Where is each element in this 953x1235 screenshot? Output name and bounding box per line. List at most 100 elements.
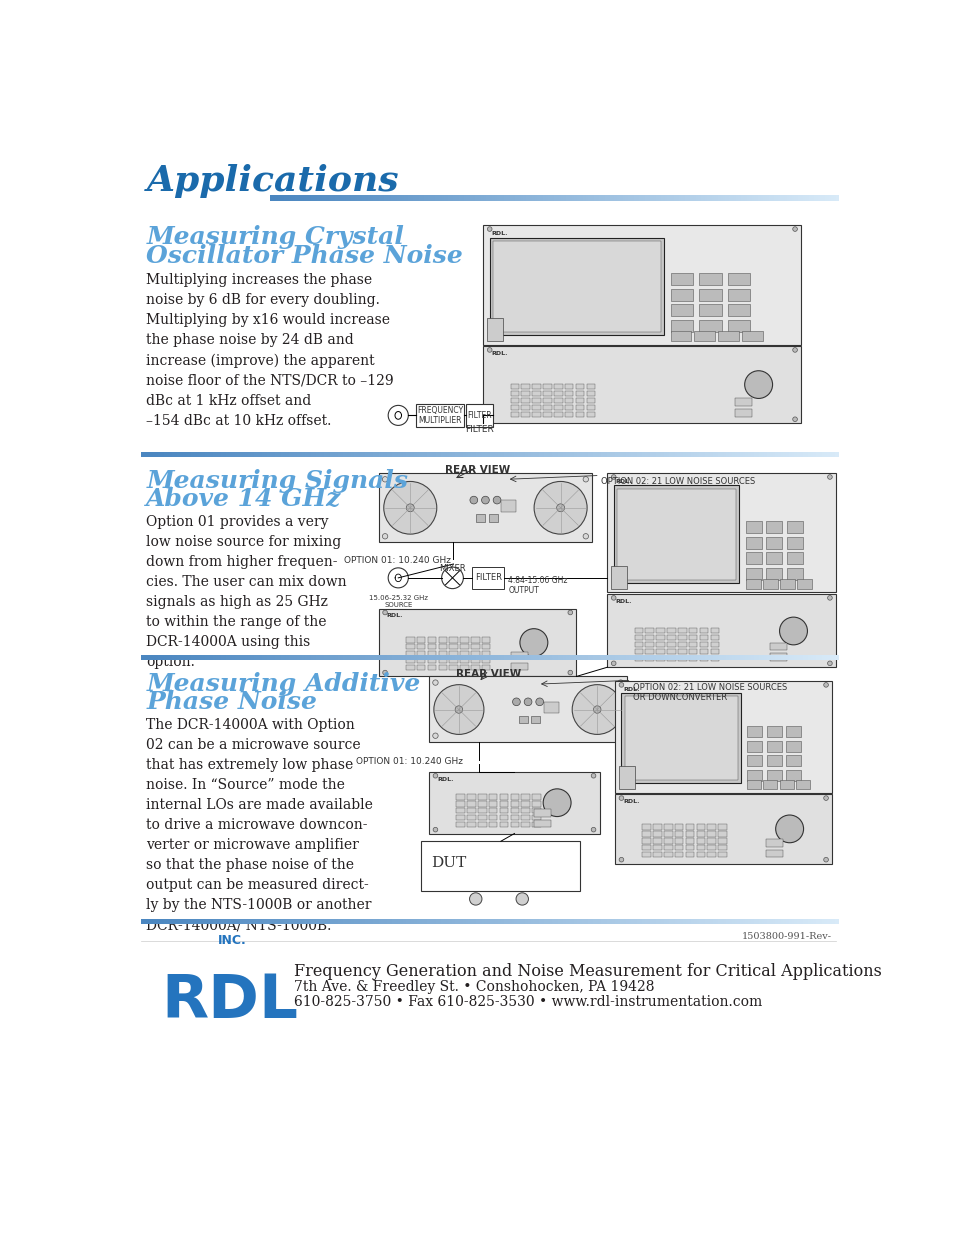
Circle shape <box>434 684 483 735</box>
Bar <box>735 399 752 406</box>
Bar <box>564 411 573 417</box>
Bar <box>471 658 479 663</box>
Bar <box>481 651 490 656</box>
Bar <box>459 664 468 671</box>
Circle shape <box>382 477 387 482</box>
Bar <box>746 781 760 789</box>
Bar <box>663 831 672 836</box>
Bar <box>674 839 682 844</box>
Text: Above 14 GHz: Above 14 GHz <box>146 487 341 511</box>
Bar <box>674 831 682 836</box>
Bar <box>427 651 436 656</box>
Bar <box>471 645 479 650</box>
Text: REAR VIEW: REAR VIEW <box>456 668 520 679</box>
Bar <box>406 651 415 656</box>
Circle shape <box>827 474 831 479</box>
Bar <box>510 794 518 799</box>
Circle shape <box>611 474 616 479</box>
Bar <box>456 794 464 799</box>
Text: 7th Ave. & Freedley St. • Conshohocken, PA 19428: 7th Ave. & Freedley St. • Conshohocken, … <box>294 979 654 994</box>
Bar <box>483 346 801 424</box>
Bar <box>488 802 497 806</box>
Bar <box>785 741 801 752</box>
Bar <box>521 802 530 806</box>
Bar <box>438 637 447 642</box>
Bar <box>670 273 692 285</box>
Bar <box>718 824 726 830</box>
Bar <box>521 794 530 799</box>
Circle shape <box>383 482 436 534</box>
Bar <box>438 645 447 650</box>
Bar <box>564 398 573 403</box>
Bar <box>427 645 436 650</box>
Bar <box>769 642 786 651</box>
Bar <box>765 537 781 548</box>
Bar <box>510 662 527 671</box>
Bar <box>477 802 486 806</box>
Bar <box>641 839 650 844</box>
Bar <box>718 839 726 844</box>
Bar <box>765 755 781 766</box>
Bar <box>521 398 530 403</box>
Bar <box>449 658 457 663</box>
Bar <box>467 823 476 827</box>
Bar <box>710 627 719 634</box>
Bar <box>674 824 682 830</box>
Bar <box>510 390 518 396</box>
Circle shape <box>388 568 408 588</box>
Bar <box>746 769 761 781</box>
Circle shape <box>827 595 831 600</box>
Text: 610-825-3750 • Fax 610-825-3530 • www.rdl-instrumentation.com: 610-825-3750 • Fax 610-825-3530 • www.rd… <box>294 995 761 1009</box>
Text: Measuring Signals: Measuring Signals <box>146 468 408 493</box>
Circle shape <box>792 417 797 421</box>
Circle shape <box>567 671 572 674</box>
Bar <box>554 384 562 389</box>
Bar <box>521 384 530 389</box>
Bar <box>611 566 626 589</box>
Circle shape <box>469 893 481 905</box>
Circle shape <box>542 789 571 816</box>
Bar <box>477 815 486 820</box>
Text: Applications: Applications <box>146 163 398 198</box>
Bar <box>510 411 518 417</box>
Bar <box>500 500 516 511</box>
Circle shape <box>433 773 437 778</box>
Text: Phase Noise: Phase Noise <box>146 690 317 714</box>
Bar <box>765 726 781 737</box>
Text: Measuring Additive: Measuring Additive <box>146 672 420 695</box>
Bar <box>586 390 595 396</box>
Bar <box>688 656 697 661</box>
Bar <box>707 831 716 836</box>
Bar <box>795 781 809 789</box>
Bar <box>653 845 661 851</box>
Bar <box>586 398 595 403</box>
Bar <box>499 802 508 806</box>
Bar <box>699 635 707 640</box>
Bar <box>765 769 781 781</box>
Circle shape <box>611 661 616 666</box>
Bar <box>663 824 672 830</box>
Bar <box>465 404 493 427</box>
Bar <box>653 824 661 830</box>
Bar <box>656 642 664 647</box>
Circle shape <box>523 698 532 705</box>
Bar <box>467 794 476 799</box>
Circle shape <box>536 698 543 705</box>
Circle shape <box>382 610 387 615</box>
Bar <box>542 398 551 403</box>
Circle shape <box>382 671 387 674</box>
Bar <box>765 521 781 534</box>
Bar <box>727 304 749 316</box>
Bar <box>459 658 468 663</box>
Bar <box>488 815 497 820</box>
Bar <box>472 567 504 589</box>
Bar <box>534 809 550 816</box>
Bar <box>670 331 691 341</box>
Circle shape <box>441 567 463 589</box>
Circle shape <box>556 504 564 511</box>
Bar <box>438 658 447 663</box>
Bar <box>607 473 835 593</box>
Bar <box>746 755 761 766</box>
Bar <box>707 824 716 830</box>
Bar <box>663 839 672 844</box>
